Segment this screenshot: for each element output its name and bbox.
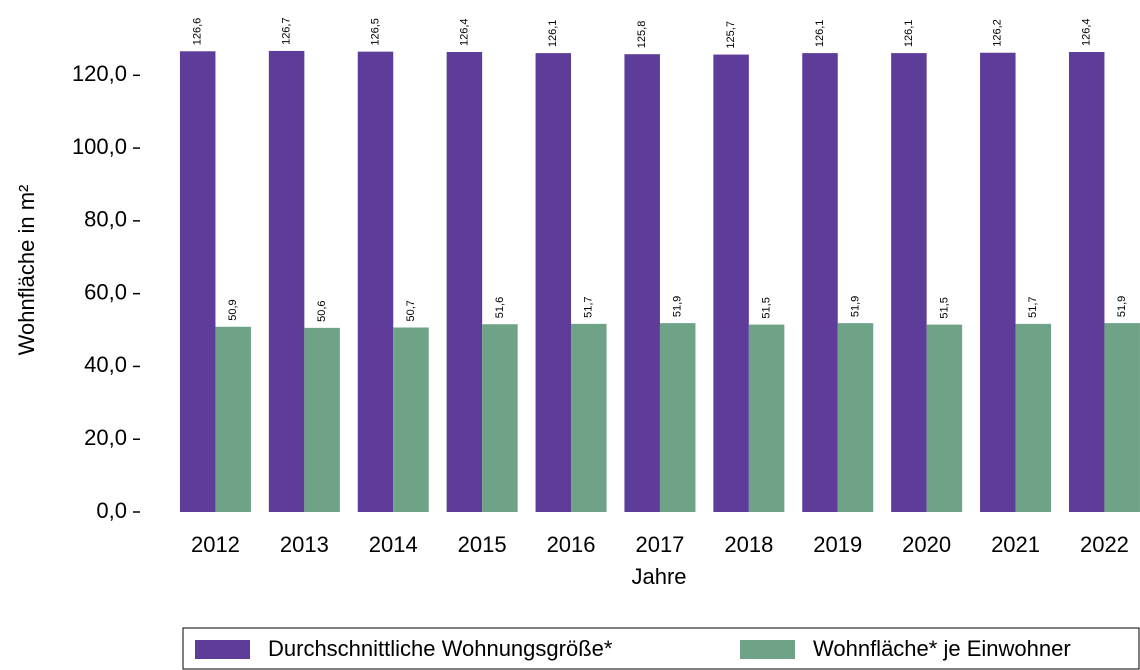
value-label: 125,8 bbox=[636, 21, 648, 49]
bar bbox=[926, 324, 963, 512]
bar bbox=[659, 323, 696, 512]
bar bbox=[713, 54, 749, 512]
x-tick-label: 2019 bbox=[813, 532, 862, 557]
legend-box bbox=[182, 627, 1140, 670]
bar bbox=[802, 53, 838, 513]
value-label: 51,9 bbox=[1116, 296, 1128, 317]
y-tick-label: 120,0 bbox=[72, 61, 127, 86]
value-label: 51,5 bbox=[938, 297, 950, 318]
value-label: 126,1 bbox=[547, 20, 559, 48]
x-tick-label: 2012 bbox=[191, 532, 240, 557]
value-label: 126,7 bbox=[281, 17, 293, 45]
x-tick-label: 2016 bbox=[547, 532, 596, 557]
bar bbox=[446, 52, 483, 513]
x-tick-label: 2013 bbox=[280, 532, 329, 557]
value-label: 126,2 bbox=[992, 19, 1004, 47]
y-tick-label: 80,0 bbox=[84, 207, 127, 232]
bar bbox=[748, 324, 785, 512]
bar bbox=[304, 327, 340, 512]
bar bbox=[837, 323, 874, 512]
bar bbox=[179, 51, 216, 513]
bar bbox=[215, 326, 251, 512]
x-tick-label: 2014 bbox=[369, 532, 418, 557]
value-label: 126,4 bbox=[458, 18, 470, 46]
bar bbox=[1068, 52, 1105, 513]
value-label: 51,7 bbox=[1027, 296, 1039, 317]
value-label: 51,9 bbox=[849, 296, 861, 317]
y-tick-label: 40,0 bbox=[84, 352, 127, 377]
x-tick-label: 2020 bbox=[902, 532, 951, 557]
value-label: 51,6 bbox=[494, 297, 506, 318]
value-label: 126,1 bbox=[903, 20, 915, 48]
x-tick-label: 2015 bbox=[458, 532, 507, 557]
legend-swatch bbox=[740, 640, 795, 659]
bar bbox=[1104, 323, 1140, 512]
bar bbox=[268, 50, 305, 512]
legend-label: Durchschnittliche Wohnungsgröße* bbox=[268, 636, 613, 661]
value-label: 126,4 bbox=[1081, 18, 1093, 46]
x-tick-label: 2021 bbox=[991, 532, 1040, 557]
value-label: 50,6 bbox=[316, 300, 328, 321]
y-tick-label: 0,0 bbox=[96, 498, 127, 523]
bar bbox=[891, 53, 927, 513]
x-axis-title: Jahre bbox=[631, 564, 686, 589]
bar bbox=[624, 54, 660, 512]
value-label: 50,9 bbox=[227, 299, 239, 320]
bar bbox=[535, 53, 572, 513]
bar bbox=[571, 323, 607, 512]
value-label: 126,5 bbox=[369, 18, 381, 46]
bar bbox=[1015, 323, 1052, 512]
value-label: 125,7 bbox=[725, 21, 737, 49]
x-tick-label: 2022 bbox=[1080, 532, 1129, 557]
bar bbox=[980, 52, 1016, 513]
y-tick-label: 20,0 bbox=[84, 425, 127, 450]
y-axis-title: Wohnfläche in m² bbox=[14, 185, 39, 356]
value-label: 126,6 bbox=[192, 18, 204, 46]
bar bbox=[393, 327, 429, 512]
value-label: 126,1 bbox=[814, 20, 826, 48]
legend-label: Wohnfläche* je Einwohner bbox=[813, 636, 1071, 661]
value-label: 51,7 bbox=[583, 296, 595, 317]
y-tick-label: 100,0 bbox=[72, 134, 127, 159]
x-tick-label: 2018 bbox=[724, 532, 773, 557]
bar bbox=[482, 324, 518, 512]
x-tick-label: 2017 bbox=[635, 532, 684, 557]
value-label: 51,5 bbox=[761, 297, 773, 318]
value-label: 50,7 bbox=[405, 300, 417, 321]
y-tick-label: 60,0 bbox=[84, 279, 127, 304]
legend-swatch bbox=[195, 640, 250, 659]
bar bbox=[357, 51, 394, 512]
value-label: 51,9 bbox=[672, 296, 684, 317]
